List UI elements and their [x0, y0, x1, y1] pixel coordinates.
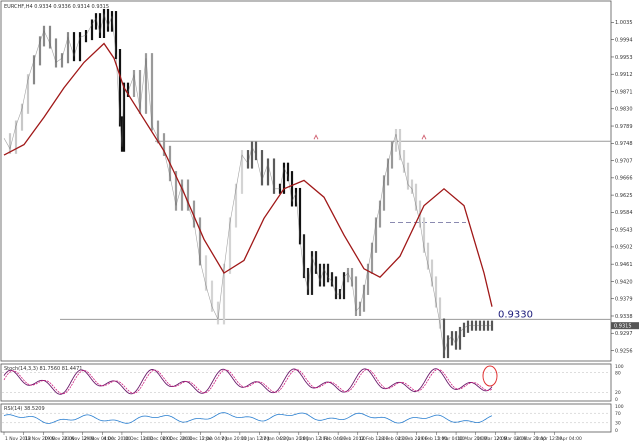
time-tick-label: 16 Mar 12:00	[477, 436, 507, 442]
current-price-label: 0.9315	[614, 324, 632, 330]
time-tick-label: 20 Mar 04:00	[496, 436, 526, 442]
time-tick-label: 11 Jan 12:00	[241, 436, 270, 442]
rsi-tick-label: 0	[615, 428, 618, 434]
stoch-signal-line	[3, 368, 493, 395]
stoch-tick-label: 20	[615, 390, 621, 396]
moving-average-line	[3, 42, 493, 307]
price-tick-label: 0.9297	[615, 331, 633, 337]
time-tick-label: 19 Nov 20:00	[44, 436, 74, 442]
price-tick-label: 0.9502	[615, 245, 633, 251]
time-tick-label: 23 Feb 20:00	[398, 436, 428, 442]
time-tick-label: 1 Apr 12:00	[536, 436, 563, 442]
time-tick-label: 10 Dec 12:00	[123, 436, 153, 442]
price-tick-label: 0.9461	[615, 262, 633, 268]
time-tick-label: 18 Feb 04:00	[378, 436, 408, 442]
stochastic-header: Stoch(14,3,3) 81.7560 81.4471	[4, 366, 82, 372]
time-tick-label: 17 Jan 04:00	[261, 436, 290, 442]
rsi-tick-label: 30	[615, 421, 621, 427]
time-tick-label: 12 Feb 12:00	[359, 436, 389, 442]
rsi-header: RSI(14) 38.5209	[4, 406, 45, 412]
time-tick-label: 1 Jan 04:00	[202, 436, 228, 442]
rsi-tick-label: 70	[615, 411, 621, 417]
time-tick-label: 26 Mar 20:00	[516, 436, 546, 442]
overbought-highlight-circle	[482, 365, 498, 387]
time-tick-label: 7 Apr 04:00	[555, 436, 582, 442]
time-tick-label: 14 Dec 04:00	[143, 436, 173, 442]
stoch-tick-label: 80	[615, 370, 621, 376]
time-tick-label: 5 Mar 04:00	[437, 436, 464, 442]
price-tick-label: 0.9379	[615, 297, 633, 303]
rsi-line	[3, 412, 493, 424]
symbol-header: EURCHF,H4 0.9334 0.9336 0.9314 0.9315	[4, 4, 109, 10]
price-tick-label: 0.9338	[615, 314, 633, 320]
rsi-tick-label: 100	[615, 404, 624, 410]
price-tick-label: 0.9748	[615, 141, 633, 147]
time-tick-label: 29 Feb 12:00	[418, 436, 448, 442]
price-tick-label: 0.9830	[615, 107, 633, 113]
time-tick-label: 13 Nov 20:00	[25, 436, 55, 442]
price-tick-label: 1.0035	[615, 20, 633, 26]
stoch-main-line	[3, 368, 493, 395]
time-tick-label: 4 Dec 20:00	[103, 436, 131, 442]
time-tick-label: 22 Jan 20:00	[280, 436, 309, 442]
main-chart-frame	[0, 0, 612, 362]
current-price-tag	[611, 322, 639, 330]
price-tick-label: 0.9871	[615, 89, 633, 95]
stoch-tick-label: 100	[615, 364, 624, 370]
time-tick-label: 19 Dec 20:00	[162, 436, 192, 442]
rsi-frame	[0, 403, 612, 433]
price-tick-label: 0.9666	[615, 176, 633, 182]
price-tick-label: 0.9707	[615, 158, 633, 164]
time-tick-label: 1 Nov 2018	[5, 436, 31, 442]
time-tick-label: 1 Feb 04:00	[319, 436, 346, 442]
price-tick-label: 0.9994	[615, 37, 633, 43]
price-tick-label: 0.9789	[615, 124, 633, 130]
time-tick-label: 29 Nov 04:00	[84, 436, 114, 442]
stoch-tick-label: 0	[615, 397, 618, 403]
time-tick-label: 10 Mar 20:00	[457, 436, 487, 442]
price-tick-label: 0.9543	[615, 227, 633, 233]
price-line	[3, 12, 492, 354]
peak-marker	[313, 134, 319, 140]
support-price-annotation: 0.9330	[498, 309, 533, 320]
time-tick-label: 23 Nov 12:00	[64, 436, 94, 442]
price-tick-label: 0.9912	[615, 72, 633, 78]
peak-marker	[421, 134, 427, 140]
price-tick-label: 0.9625	[615, 193, 633, 199]
time-tick-label: 26 Dec 12:00	[182, 436, 212, 442]
time-tick-label: 6 Feb 20:00	[339, 436, 366, 442]
price-tick-label: 0.9584	[615, 210, 633, 216]
price-tick-label: 0.9953	[615, 55, 633, 61]
price-tick-label: 0.9256	[615, 348, 633, 354]
time-tick-label: 7 Jan 20:00	[221, 436, 247, 442]
price-tick-label: 0.9420	[615, 279, 633, 285]
time-tick-label: 28 Jan 12:00	[300, 436, 329, 442]
